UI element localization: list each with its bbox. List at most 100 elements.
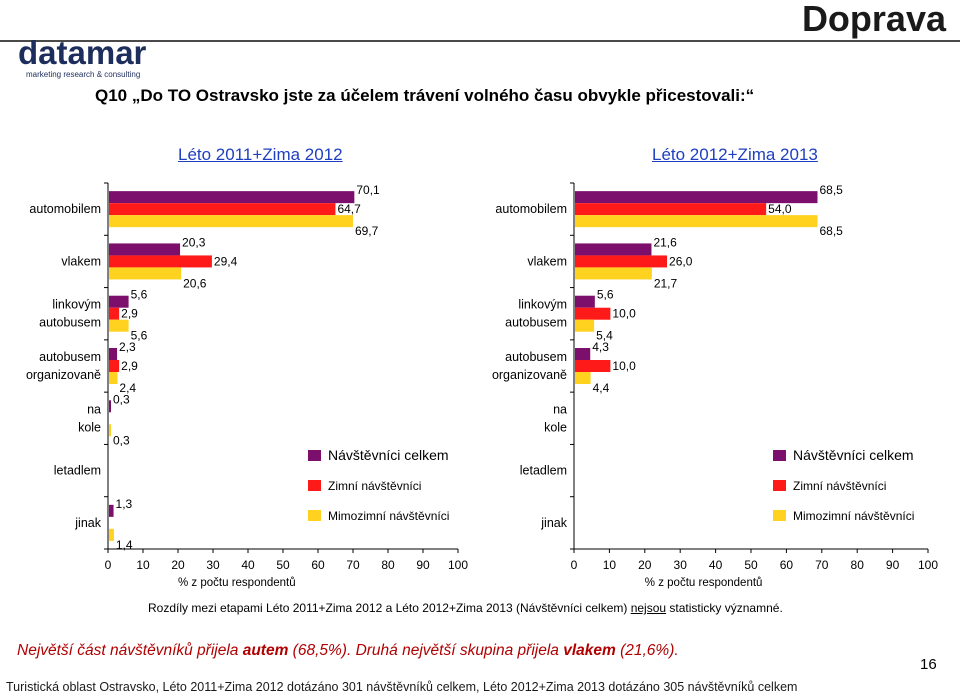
data-label: 1,3 <box>116 497 133 511</box>
data-label: 1,4 <box>116 538 133 552</box>
data-label: 69,7 <box>355 224 379 238</box>
legend-label: Mimozimní návštěvníci <box>328 509 449 523</box>
logo-tagline: marketing research & consulting <box>26 70 141 79</box>
bar-0-na-kole <box>109 400 111 413</box>
x-tick-label: 100 <box>918 558 938 572</box>
data-label: 21,6 <box>653 235 677 249</box>
category-label: vlakem <box>527 254 567 268</box>
data-label: 4,4 <box>593 381 610 395</box>
bar-0-autobusem-organizovaně <box>575 348 591 360</box>
x-tick-label: 90 <box>886 558 900 572</box>
category-label: autobusem <box>39 316 101 330</box>
bar-2-na-kole <box>109 424 111 437</box>
bar-1-automobilem <box>575 203 767 216</box>
data-label: 29,4 <box>214 254 238 268</box>
category-label: organizovaně <box>26 368 101 382</box>
data-label: 70,1 <box>356 183 380 197</box>
x-tick-label: 20 <box>638 558 652 572</box>
bar-1-autobusem-organizovaně <box>109 360 120 372</box>
bar-2-autobusem-organizovaně <box>109 372 118 384</box>
legend-swatch <box>308 450 321 461</box>
category-label: kole <box>78 420 101 434</box>
question-text: Q10 „Do TO Ostravsko jste za účelem tráv… <box>95 86 755 105</box>
data-label: 64,7 <box>337 202 361 216</box>
x-tick-label: 80 <box>851 558 865 572</box>
bar-0-linkovým-autobusem <box>575 295 595 308</box>
bar-0-automobilem <box>109 191 355 204</box>
data-label: 2,9 <box>121 307 138 321</box>
data-label: 26,0 <box>669 254 693 268</box>
category-label: autobusem <box>505 316 567 330</box>
x-tick-label: 60 <box>780 558 794 572</box>
bar-0-vlakem <box>109 243 181 256</box>
category-label: autobusem <box>505 350 567 364</box>
x-tick-label: 50 <box>744 558 758 572</box>
x-tick-label: 40 <box>241 558 255 572</box>
bar-0-jinak <box>109 504 114 517</box>
bar-2-jinak <box>109 528 114 541</box>
data-label: 54,0 <box>768 202 792 216</box>
legend-label: Zimní návštěvníci <box>793 479 886 493</box>
category-label: letadlem <box>520 464 567 478</box>
x-tick-label: 80 <box>381 558 395 572</box>
data-label: 10,0 <box>612 359 636 373</box>
x-tick-label: 30 <box>206 558 220 572</box>
x-tick-label: 70 <box>346 558 360 572</box>
category-label: jinak <box>540 516 567 530</box>
legend-swatch <box>773 510 786 521</box>
category-label: autobusem <box>39 350 101 364</box>
legend-swatch <box>308 510 321 521</box>
legend-swatch <box>773 450 786 461</box>
data-label: 2,9 <box>121 359 138 373</box>
legend-swatch <box>773 480 786 491</box>
bar-2-linkovým-autobusem <box>109 319 129 332</box>
bar-2-vlakem <box>575 267 652 280</box>
bar-2-vlakem <box>109 267 182 280</box>
chart-title-left: Léto 2011+Zima 2012 <box>178 145 343 164</box>
x-tick-label: 30 <box>674 558 688 572</box>
data-label: 2,3 <box>119 340 136 354</box>
bar-2-linkovým-autobusem <box>575 319 595 332</box>
data-label: 20,6 <box>183 276 207 290</box>
category-label: jinak <box>74 516 101 530</box>
category-label: letadlem <box>54 464 101 478</box>
category-label: linkovým <box>518 298 567 312</box>
category-label: automobilem <box>495 202 567 216</box>
legend-label: Zimní návštěvníci <box>328 479 421 493</box>
chart-title-right: Léto 2012+Zima 2013 <box>652 145 818 164</box>
x-tick-label: 50 <box>276 558 290 572</box>
header-divider <box>0 40 960 42</box>
data-label: 5,4 <box>596 329 613 343</box>
x-tick-label: 10 <box>136 558 150 572</box>
category-label: vlakem <box>61 254 101 268</box>
data-label: 21,7 <box>654 276 678 290</box>
data-label: 68,5 <box>819 224 843 238</box>
category-label: linkovým <box>52 298 101 312</box>
category-label: na <box>553 402 567 416</box>
data-label: 0,3 <box>113 433 130 447</box>
data-label: 5,6 <box>597 288 614 302</box>
x-tick-label: 40 <box>709 558 723 572</box>
bar-0-linkovým-autobusem <box>109 295 129 308</box>
category-label: kole <box>544 420 567 434</box>
bar-1-linkovým-autobusem <box>575 307 611 320</box>
page-number: 16 <box>920 656 937 673</box>
x-axis-label: % z počtu respondentů <box>178 577 296 589</box>
bar-2-automobilem <box>109 215 353 228</box>
bar-1-vlakem <box>109 255 212 268</box>
x-tick-label: 90 <box>416 558 430 572</box>
legend-label: Návštěvníci celkem <box>793 447 914 463</box>
summary-text: Největší část návštěvníků přijela autem … <box>17 642 679 659</box>
bar-1-vlakem <box>575 255 668 268</box>
data-label: 20,3 <box>182 235 206 249</box>
bar-1-automobilem <box>109 203 336 216</box>
page-title: Doprava <box>801 0 946 39</box>
x-tick-label: 70 <box>815 558 829 572</box>
data-label: 5,6 <box>131 329 148 343</box>
legend-label: Návštěvníci celkem <box>328 447 449 463</box>
category-label: organizovaně <box>492 368 567 382</box>
x-tick-label: 10 <box>603 558 617 572</box>
legend-label: Mimozimní návštěvníci <box>793 509 914 523</box>
x-tick-label: 60 <box>311 558 325 572</box>
